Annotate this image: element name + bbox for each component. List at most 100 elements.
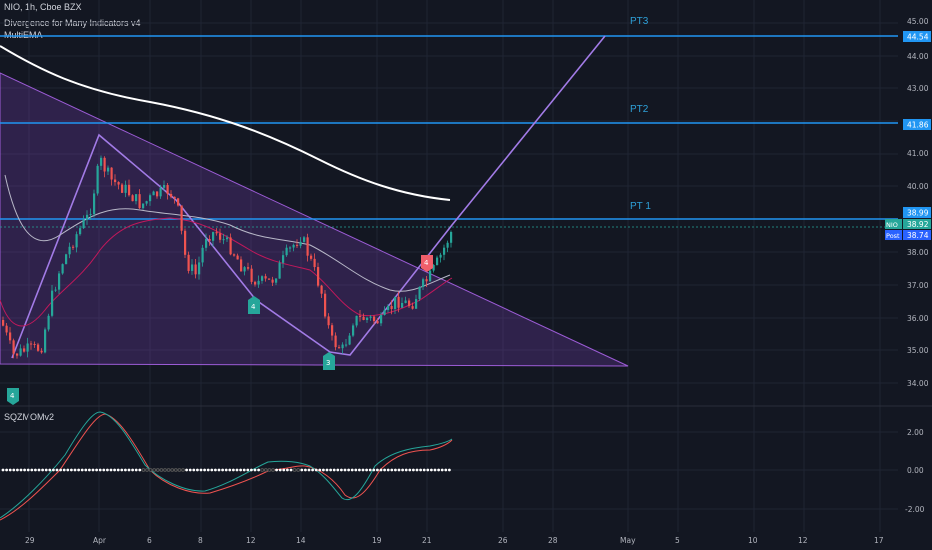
divergence-tag-3[interactable]: 3 xyxy=(323,352,335,370)
squeeze-dot xyxy=(163,468,167,472)
squeeze-dot xyxy=(314,468,318,472)
candle-body xyxy=(352,325,355,336)
squeeze-dot xyxy=(120,468,124,472)
squeeze-dot xyxy=(278,468,282,472)
svg-text:17: 17 xyxy=(874,536,884,545)
candle-body xyxy=(240,259,243,272)
symbol-title[interactable]: NIO, 1h, Cboe BZX xyxy=(4,2,82,12)
candle-body xyxy=(236,255,239,260)
squeeze-dot xyxy=(88,468,91,472)
candle-body xyxy=(229,237,232,255)
squeeze-dot xyxy=(177,468,182,472)
candle-body xyxy=(198,262,201,275)
ema-mid-line[interactable] xyxy=(4,174,451,292)
zigzag-projection[interactable] xyxy=(11,35,606,359)
squeeze-dot xyxy=(401,468,404,472)
squeeze-dot xyxy=(404,468,408,472)
pt1-price-label xyxy=(903,207,931,218)
candle-body xyxy=(159,187,162,197)
svg-text:44.00: 44.00 xyxy=(907,52,929,61)
pt1-label: PT 1 xyxy=(630,201,651,212)
oscillator-axis[interactable]: 2.00 0.00 -2.00 xyxy=(905,428,925,514)
squeeze-dot xyxy=(70,468,73,472)
squeeze-dot xyxy=(332,468,336,472)
candle-body xyxy=(163,185,166,188)
ema-short-line[interactable] xyxy=(0,217,453,327)
squeeze-dot xyxy=(1,468,5,472)
candle-body xyxy=(5,325,8,333)
candle-body xyxy=(404,300,407,303)
candle-body xyxy=(310,255,313,259)
svg-text:35.00: 35.00 xyxy=(907,346,929,355)
squeeze-dot xyxy=(250,468,253,472)
candle-body xyxy=(331,325,334,336)
squeeze-dot xyxy=(242,468,246,472)
candle-body xyxy=(446,242,449,248)
sqzmom-momentum-line[interactable] xyxy=(0,411,453,519)
candle-body xyxy=(166,185,169,194)
squeeze-dot xyxy=(361,468,365,472)
squeeze-dot xyxy=(379,468,383,472)
svg-text:-2.00: -2.00 xyxy=(905,505,925,514)
candle-body xyxy=(79,228,82,235)
squeeze-dot xyxy=(98,468,102,472)
squeeze-dot xyxy=(412,468,415,472)
date-axis[interactable]: 29 Apr 6 8 12 14 19 21 26 28 May 5 10 12… xyxy=(25,536,884,545)
squeeze-dot xyxy=(444,468,448,472)
squeeze-dot xyxy=(199,468,203,472)
candle-body xyxy=(285,247,288,256)
symbol-tag xyxy=(885,219,902,229)
squeeze-dot xyxy=(173,468,178,472)
candle-body xyxy=(145,201,148,204)
squeeze-dot xyxy=(358,468,361,472)
divergence-tag-1[interactable]: 4 xyxy=(7,388,19,405)
candle-body xyxy=(37,344,40,351)
squeeze-dot xyxy=(372,468,376,472)
indicator-multiema-label[interactable]: MultiEMA xyxy=(4,30,43,40)
candle-body xyxy=(61,264,64,274)
candle-body xyxy=(317,267,320,286)
post-price-label xyxy=(903,230,931,240)
candle-body xyxy=(103,157,106,172)
squeeze-dot xyxy=(325,468,329,472)
divergence-tag-4[interactable]: 4 xyxy=(421,255,433,272)
squeeze-dot xyxy=(41,468,44,472)
candle-body xyxy=(9,332,12,341)
candle-body xyxy=(313,258,316,268)
squeeze-dot xyxy=(383,468,386,472)
candle-body xyxy=(205,239,208,248)
svg-text:14: 14 xyxy=(296,536,306,545)
candle-body xyxy=(26,343,29,352)
candle-body xyxy=(247,267,250,269)
divergence-tag-2[interactable]: 4 xyxy=(248,296,260,314)
candle-body xyxy=(58,273,61,290)
candle-body xyxy=(348,335,351,345)
sqzmom-signal-line[interactable] xyxy=(0,413,453,521)
ema-long-line[interactable] xyxy=(0,45,451,201)
squeeze-dot xyxy=(124,468,127,472)
candle-body xyxy=(226,237,229,240)
candle-body xyxy=(40,350,43,353)
candle-body xyxy=(44,329,47,353)
squeeze-dot xyxy=(185,468,189,472)
candle-body xyxy=(187,254,190,271)
candle-body xyxy=(107,167,110,172)
candle-body xyxy=(184,230,187,255)
candle-body xyxy=(366,317,369,320)
candle-body xyxy=(425,279,428,282)
price-axis[interactable]: 45.00 44.00 43.00 41.00 40.00 38.00 37.0… xyxy=(885,17,931,388)
squeeze-dot xyxy=(19,468,23,472)
candle-body xyxy=(33,344,36,346)
candle-body xyxy=(86,214,89,220)
candle-body xyxy=(30,343,33,345)
candle-body xyxy=(380,315,383,324)
candle-body xyxy=(268,278,271,280)
squeeze-dot xyxy=(394,468,397,472)
squeeze-dot xyxy=(311,468,314,472)
candlesticks[interactable] xyxy=(2,155,453,359)
squeeze-dot xyxy=(30,468,34,472)
candle-body xyxy=(411,306,414,309)
svg-text:2.00: 2.00 xyxy=(907,428,924,437)
candle-body xyxy=(51,290,54,316)
